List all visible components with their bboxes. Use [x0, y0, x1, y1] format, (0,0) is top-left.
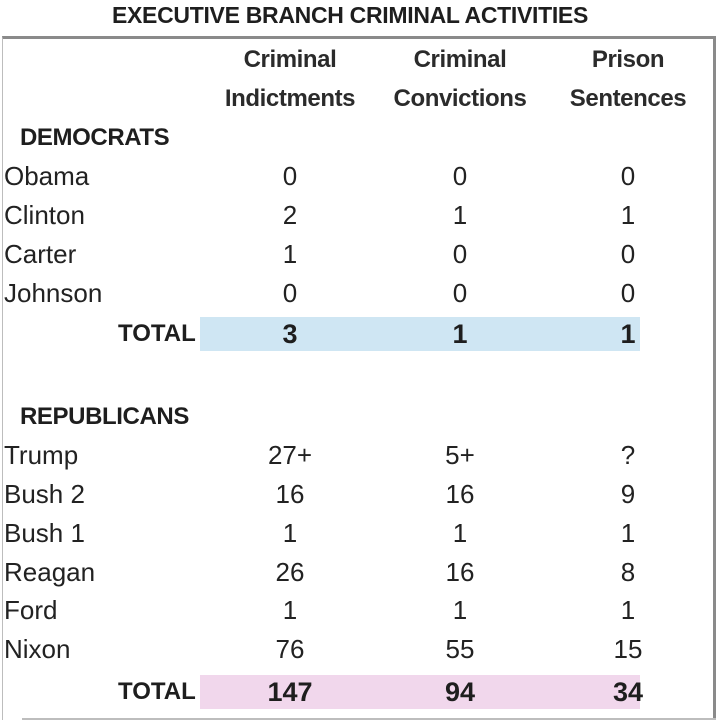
total-row-democrats: TOTAL 3 1 1: [0, 314, 720, 354]
column-header-indictments: Criminal Indictments: [224, 46, 356, 112]
row-name: Obama: [4, 161, 90, 191]
table-row: Nixon 76 55 15: [0, 630, 720, 669]
cell-sentences: ?: [620, 440, 636, 470]
cell-indictments: 1: [282, 518, 298, 548]
cell-convictions: 55: [445, 634, 475, 664]
cell-indictments: 0: [282, 278, 298, 308]
cell-indictments: 2: [282, 200, 298, 230]
cell-indictments: 27+: [267, 440, 313, 470]
cell-convictions: 1: [452, 595, 468, 625]
table-row: Obama 0 0 0: [0, 157, 720, 196]
cell-sentences: 1: [620, 200, 636, 230]
cell-sentences: 9: [620, 479, 636, 509]
table-row: Carter 1 0 0: [0, 235, 720, 274]
cell-convictions: 0: [452, 161, 468, 191]
cell-convictions: 16: [445, 479, 475, 509]
total-label: TOTAL: [118, 320, 196, 347]
total-sentences: 1: [620, 319, 636, 349]
table-frame: [2, 36, 716, 720]
row-name: Johnson: [4, 278, 103, 308]
column-header-sentences: Prison Sentences: [569, 46, 687, 112]
cell-indictments: 76: [275, 634, 305, 664]
total-row-republicans: TOTAL 147 94 34: [0, 672, 720, 712]
cell-convictions: 0: [452, 278, 468, 308]
total-indictments: 3: [282, 319, 298, 349]
total-convictions: 1: [452, 319, 468, 349]
total-sentences: 34: [612, 677, 644, 707]
cell-indictments: 0: [282, 161, 298, 191]
table-row: Bush 2 16 16 9: [0, 475, 720, 514]
cell-convictions: 5+: [445, 440, 475, 470]
cell-sentences: 1: [620, 595, 636, 625]
table-row: Ford 1 1 1: [0, 591, 720, 630]
row-name: Clinton: [4, 200, 85, 230]
cell-convictions: 1: [452, 200, 468, 230]
cell-sentences: 0: [620, 161, 636, 191]
cell-indictments: 1: [282, 239, 298, 269]
row-name: Ford: [4, 595, 58, 625]
cell-sentences: 8: [620, 557, 636, 587]
total-label: TOTAL: [118, 678, 196, 705]
cell-sentences: 0: [620, 278, 636, 308]
cell-indictments: 16: [275, 479, 305, 509]
table-row: Clinton 2 1 1: [0, 196, 720, 235]
cell-sentences: 1: [620, 518, 636, 548]
table-row: Reagan 26 16 8: [0, 553, 720, 592]
row-name: Nixon: [4, 634, 71, 664]
table-row: Johnson 0 0 0: [0, 274, 720, 313]
cell-convictions: 0: [452, 239, 468, 269]
cell-convictions: 1: [452, 518, 468, 548]
table-row: Trump 27+ 5+ ?: [0, 436, 720, 475]
cell-indictments: 26: [275, 557, 305, 587]
table-row: Bush 1 1 1 1: [0, 514, 720, 553]
cell-convictions: 16: [445, 557, 475, 587]
total-convictions: 94: [444, 677, 476, 707]
group-heading-democrats: DEMOCRATS: [20, 124, 170, 151]
row-name: Trump: [4, 440, 79, 470]
row-name: Bush 2: [4, 479, 85, 509]
row-name: Bush 1: [4, 518, 85, 548]
total-highlight-bar: [200, 675, 640, 709]
total-indictments: 147: [267, 677, 313, 707]
total-highlight-bar: [200, 317, 640, 351]
row-name: Reagan: [4, 557, 96, 587]
row-name: Carter: [4, 239, 77, 269]
column-header-convictions: Criminal Convictions: [393, 46, 527, 112]
group-heading-republicans: REPUBLICANS: [20, 403, 189, 430]
page-title: EXECUTIVE BRANCH CRIMINAL ACTIVITIES: [111, 2, 589, 28]
table-bottom-border: [22, 718, 716, 720]
cell-sentences: 0: [620, 239, 636, 269]
cell-sentences: 15: [613, 634, 643, 664]
cell-indictments: 1: [282, 595, 298, 625]
